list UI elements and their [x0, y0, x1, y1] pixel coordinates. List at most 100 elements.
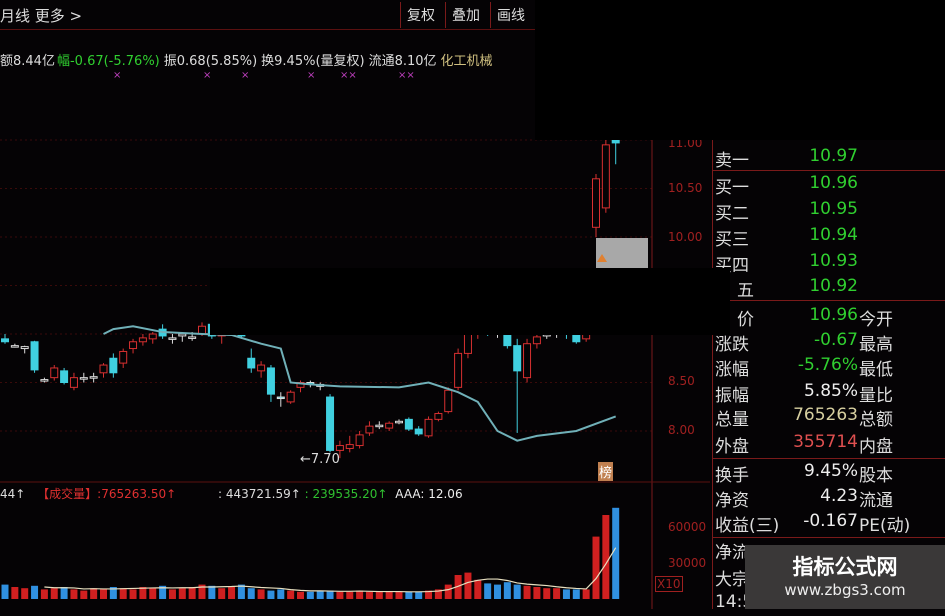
quote-label-right: PE(动) — [859, 516, 911, 536]
candle — [99, 363, 108, 378]
volume-bar — [602, 515, 610, 599]
quote-label-right: 总额 — [859, 410, 893, 430]
candle-body — [395, 420, 403, 424]
candle — [10, 343, 19, 348]
volume-tick: 30000 — [668, 556, 707, 570]
low-price-label: ←7.70 — [300, 452, 340, 467]
event-mark[interactable]: ×× — [398, 70, 415, 81]
quote-value: -5.76% — [797, 355, 858, 375]
candle-body — [335, 445, 344, 451]
quote-value: 10.96 — [809, 305, 858, 325]
event-mark[interactable]: × — [113, 70, 122, 81]
overlay-button[interactable]: 叠加 — [445, 2, 486, 28]
quote-value: 10.94 — [809, 225, 858, 245]
rank-badge[interactable]: 榜 — [598, 462, 614, 481]
volume-header: 44↑ 【成交量】:765263.50↑ : 443721.59↑ : 2395… — [0, 485, 700, 502]
candle-body — [89, 376, 98, 379]
quote-label-right: 量比 — [859, 386, 893, 406]
adjust-button[interactable]: 复权 — [400, 2, 441, 28]
candle — [611, 138, 620, 165]
quote-row: 总量 765263 总额 — [713, 405, 945, 430]
quote-label: 振幅 — [715, 386, 749, 406]
candle — [454, 348, 463, 391]
quote-value: 10.95 — [809, 199, 858, 219]
watermark-title: 指标公式网 — [792, 555, 898, 579]
quote-value: 9.45% — [803, 461, 858, 481]
volume-bar — [109, 587, 117, 599]
event-mark[interactable]: ×× — [340, 70, 357, 81]
volume-bar — [129, 589, 137, 599]
candle — [1, 334, 9, 344]
quote-row: 买三 10.94 — [713, 225, 945, 250]
volume-bar — [415, 591, 423, 599]
quote-row: 收益(三) -0.167 PE(动) — [713, 511, 945, 536]
quote-row: 14:5 — [713, 592, 945, 616]
quote-value: -0.167 — [803, 511, 858, 531]
quote-row: 买一 10.96 — [713, 173, 945, 198]
volume-bar — [494, 584, 501, 599]
divider — [713, 537, 945, 538]
candle-body — [513, 345, 522, 372]
volume-bar — [395, 591, 403, 599]
draw-button[interactable]: 画线 — [490, 2, 531, 28]
candle — [109, 353, 118, 378]
quote-label: 14:5 — [715, 592, 754, 612]
info-box[interactable] — [596, 238, 648, 268]
candle-body — [404, 418, 413, 430]
quote-label-right: 内盘 — [859, 437, 893, 457]
candle-body — [375, 424, 384, 428]
quote-label: 净流 — [715, 543, 749, 563]
volume-bar — [31, 585, 39, 599]
volume-bar — [50, 588, 58, 599]
quote-row: 价 10.96 今开 — [713, 305, 945, 330]
vol-ma2: : 239535.20↑ — [304, 487, 388, 501]
sector: 化工机械 — [440, 54, 493, 69]
quote-label: 换手 — [715, 466, 749, 486]
quote-label: 买三 — [715, 230, 749, 250]
quote-row: 涨跌 -0.67 最高 — [713, 330, 945, 355]
volume-bar — [247, 588, 255, 599]
quote-label: 买二 — [715, 204, 749, 224]
event-mark[interactable]: × — [307, 70, 316, 81]
quote-value: 10.93 — [809, 251, 858, 271]
candle — [375, 421, 384, 430]
quote-label-right: 股本 — [859, 466, 893, 486]
candle — [424, 416, 433, 438]
candle — [444, 387, 453, 414]
quote-value: 10.96 — [809, 173, 858, 193]
quote-info-line: 额8.44亿 幅-0.67(-5.76%) 振0.68(5.85%) 换9.45%(量… — [0, 50, 497, 69]
quote-value: 355714 — [793, 432, 858, 452]
volume-bar — [287, 590, 295, 599]
candle-body — [20, 346, 29, 350]
quote-label: 价 — [737, 310, 754, 330]
volume-bar — [523, 585, 531, 599]
quote-row: 买二 10.95 — [713, 199, 945, 224]
candle-body — [601, 144, 610, 209]
watermark: 指标公式网 www.zbgs3.com — [745, 545, 945, 609]
candle — [257, 361, 266, 378]
candle-body — [444, 389, 453, 413]
volume-bar — [277, 589, 285, 599]
candle — [276, 392, 285, 407]
candle — [89, 372, 98, 383]
volume-bar — [484, 583, 492, 599]
volume-bar — [454, 575, 462, 599]
candle-body — [247, 357, 256, 369]
candle-body — [414, 428, 423, 435]
volume-bar — [326, 590, 334, 599]
volume-ma-line — [44, 547, 617, 593]
volume-bar — [80, 590, 88, 599]
volume-bar — [464, 572, 472, 599]
candle-body — [119, 350, 128, 364]
volume-bar — [553, 588, 561, 599]
event-mark[interactable]: × — [203, 70, 212, 81]
candle-body — [40, 379, 49, 382]
candle — [434, 411, 443, 422]
volume-bar — [100, 589, 107, 599]
volume-bar — [474, 579, 482, 599]
period-selector[interactable]: 月线 更多 > — [0, 7, 83, 25]
price-tick: 8.50 — [668, 374, 695, 388]
candle — [148, 332, 157, 344]
event-mark[interactable]: × — [241, 70, 250, 81]
volume-scale: X10 — [655, 576, 683, 592]
